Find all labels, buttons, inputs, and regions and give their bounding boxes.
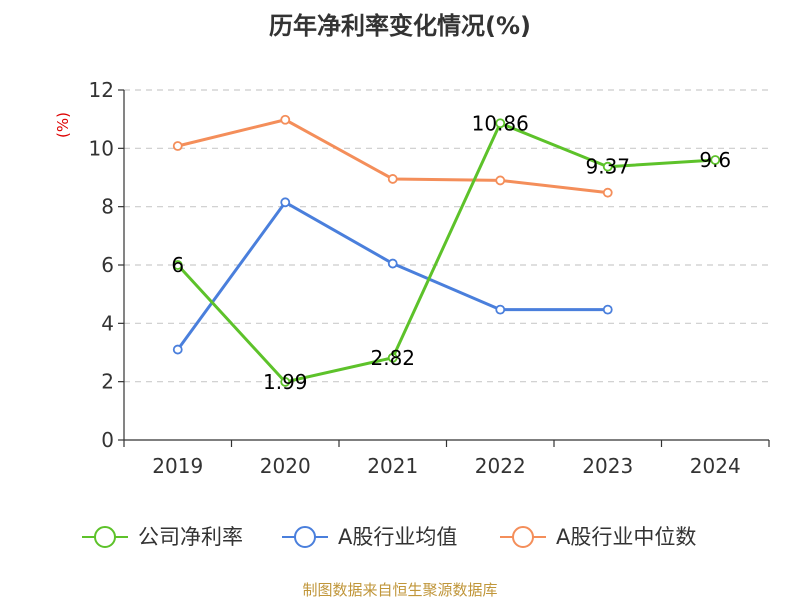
x-tick-label: 2023 (582, 454, 633, 478)
legend-label: A股行业中位数 (556, 525, 696, 549)
x-tick-label: 2020 (260, 454, 311, 478)
legend-label: A股行业均值 (338, 525, 457, 549)
data-label: 9.6 (699, 148, 731, 172)
series-point (495, 175, 506, 186)
x-tick-label: 2019 (152, 454, 203, 478)
series-point (172, 344, 183, 355)
data-label: 2.82 (370, 346, 415, 370)
series-point (495, 304, 506, 315)
series-point (495, 118, 506, 129)
series-point (710, 155, 721, 165)
y-tick-label: 4 (101, 311, 114, 335)
series-point (387, 352, 398, 363)
y-tick-label: 0 (101, 428, 114, 452)
legend-label: 公司净利率 (138, 525, 243, 549)
series-point (602, 304, 613, 315)
series-point (387, 174, 398, 184)
y-tick-label: 10 (89, 136, 114, 160)
series-line (176, 200, 608, 351)
chart-title: 历年净利率变化情况(%) (269, 12, 531, 40)
legend-marker (512, 526, 534, 548)
series-point (280, 197, 291, 208)
y-tick-label: 6 (101, 253, 114, 277)
series-point (602, 187, 613, 198)
legend-marker (94, 526, 116, 548)
y-tick-label: 2 (101, 370, 114, 394)
series-point (280, 114, 291, 125)
x-tick-label: 2021 (367, 454, 418, 478)
x-tick-label: 2022 (475, 454, 526, 478)
data-label: 9.37 (585, 155, 630, 179)
legend-marker (294, 526, 316, 548)
y-tick-label: 12 (89, 78, 114, 102)
series-point (602, 161, 613, 172)
series-point (387, 258, 398, 269)
series-line (176, 121, 716, 384)
series-point (172, 141, 183, 151)
data-label: 10.86 (472, 111, 529, 135)
series-point (172, 260, 183, 270)
y-tick-label: 8 (101, 195, 114, 219)
x-tick-label: 2024 (690, 454, 741, 478)
y-axis-label: (%) (54, 112, 72, 138)
series-point (280, 377, 291, 387)
source-footer: 制图数据来自恒生聚源数据库 (302, 581, 498, 599)
data-label: 6 (171, 253, 184, 277)
data-label: 1.99 (263, 370, 308, 394)
